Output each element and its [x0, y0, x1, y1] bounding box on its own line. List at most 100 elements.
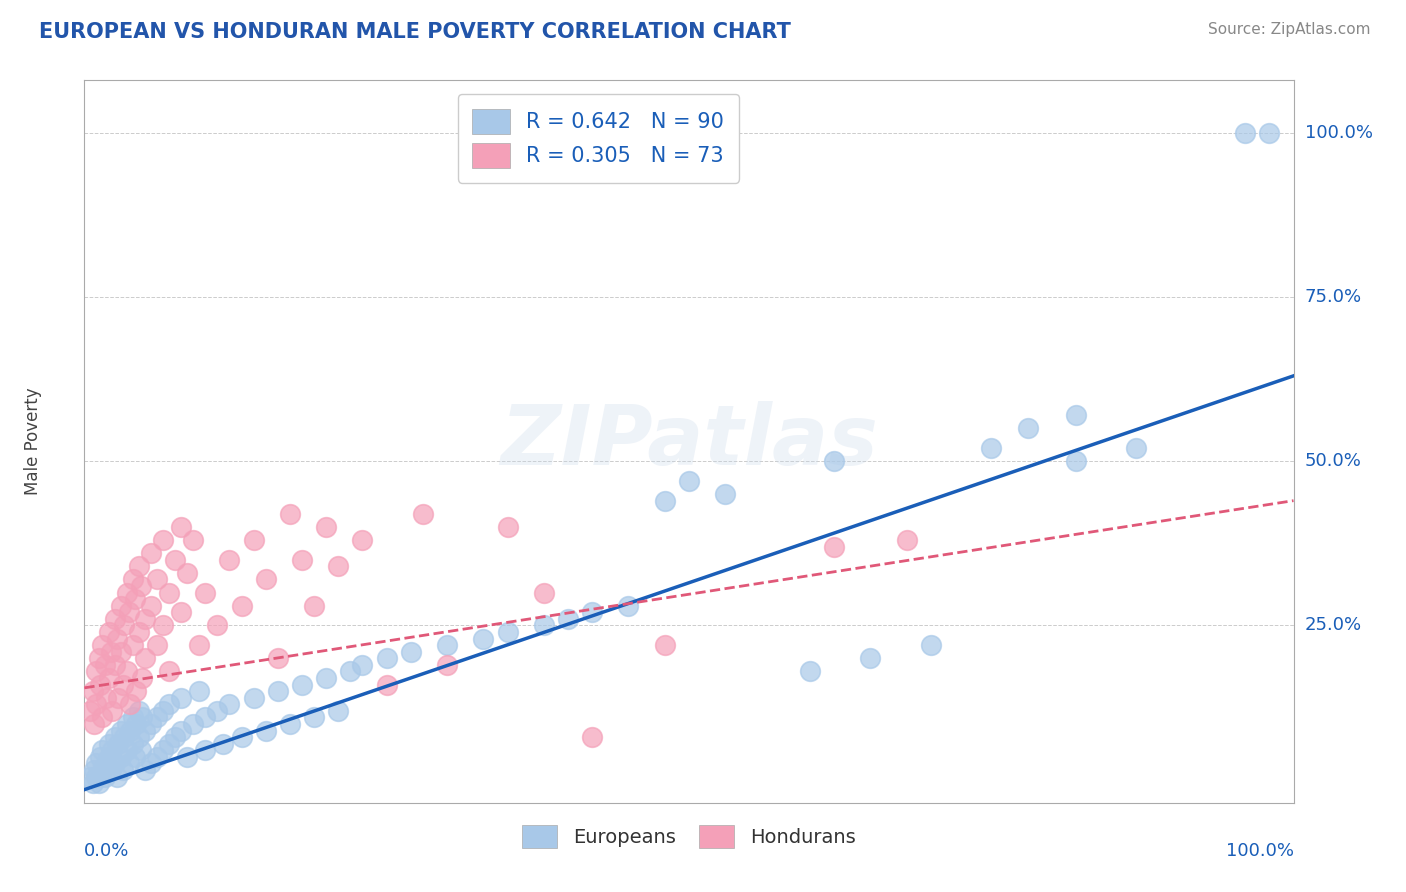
Point: [496, 520, 519, 534]
Text: Source: ZipAtlas.com: Source: ZipAtlas.com: [1208, 22, 1371, 37]
Point: [128, 730, 150, 744]
Point: [1064, 409, 1087, 423]
Point: [82, 776, 104, 790]
Point: [302, 710, 325, 724]
Point: [1234, 126, 1257, 140]
Point: [112, 618, 135, 632]
Point: [94, 690, 117, 705]
Point: [328, 704, 350, 718]
Point: [82, 684, 104, 698]
Point: [124, 749, 146, 764]
Point: [115, 717, 138, 731]
Point: [129, 743, 152, 757]
Point: [124, 592, 146, 607]
Point: [115, 585, 138, 599]
Point: [120, 698, 142, 712]
Point: [315, 520, 337, 534]
Point: [181, 533, 204, 547]
Point: [1258, 126, 1281, 140]
Point: [97, 625, 120, 640]
Point: [533, 618, 555, 632]
Point: [125, 684, 148, 698]
Point: [920, 638, 942, 652]
Point: [134, 612, 156, 626]
Point: [97, 749, 120, 764]
Text: EUROPEAN VS HONDURAN MALE POVERTY CORRELATION CHART: EUROPEAN VS HONDURAN MALE POVERTY CORREL…: [39, 22, 792, 42]
Point: [91, 638, 114, 652]
Point: [121, 573, 143, 587]
Point: [131, 671, 153, 685]
Point: [131, 710, 153, 724]
Point: [165, 553, 187, 567]
Point: [352, 533, 374, 547]
Point: [157, 737, 180, 751]
Point: [1064, 454, 1087, 468]
Point: [104, 730, 127, 744]
Point: [86, 756, 108, 771]
Point: [110, 599, 132, 613]
Point: [86, 698, 108, 712]
Point: [121, 710, 143, 724]
Point: [896, 533, 918, 547]
Point: [157, 585, 180, 599]
Point: [134, 763, 156, 777]
Point: [104, 756, 127, 771]
Point: [823, 454, 845, 468]
Point: [101, 704, 124, 718]
Point: [129, 579, 152, 593]
Point: [118, 605, 141, 619]
Point: [112, 677, 135, 691]
Point: [254, 723, 277, 738]
Point: [799, 665, 821, 679]
Point: [291, 677, 314, 691]
Point: [152, 618, 174, 632]
Point: [115, 743, 138, 757]
Point: [97, 671, 120, 685]
Point: [139, 599, 162, 613]
Point: [110, 723, 132, 738]
Point: [97, 737, 120, 751]
Point: [278, 717, 301, 731]
Point: [105, 632, 128, 646]
Point: [678, 474, 700, 488]
Point: [125, 717, 148, 731]
Point: [291, 553, 314, 567]
Point: [859, 651, 882, 665]
Point: [194, 710, 217, 724]
Point: [278, 507, 301, 521]
Point: [231, 730, 253, 744]
Point: [557, 612, 579, 626]
Point: [980, 441, 1002, 455]
Point: [375, 651, 398, 665]
Point: [188, 684, 211, 698]
Point: [218, 553, 240, 567]
Point: [91, 710, 114, 724]
Point: [302, 599, 325, 613]
Point: [170, 520, 193, 534]
Point: [107, 737, 129, 751]
Point: [654, 638, 676, 652]
Point: [146, 573, 169, 587]
Point: [89, 749, 111, 764]
Point: [110, 645, 132, 659]
Point: [242, 690, 264, 705]
Text: 0.0%: 0.0%: [84, 842, 129, 860]
Point: [107, 690, 129, 705]
Point: [654, 493, 676, 508]
Point: [86, 665, 108, 679]
Point: [165, 730, 187, 744]
Point: [104, 657, 127, 672]
Point: [91, 763, 114, 777]
Point: [188, 638, 211, 652]
Point: [581, 730, 603, 744]
Point: [100, 763, 122, 777]
Point: [146, 638, 169, 652]
Point: [152, 743, 174, 757]
Point: [436, 638, 458, 652]
Point: [157, 698, 180, 712]
Point: [472, 632, 495, 646]
Point: [152, 704, 174, 718]
Point: [823, 540, 845, 554]
Point: [79, 770, 101, 784]
Point: [157, 665, 180, 679]
